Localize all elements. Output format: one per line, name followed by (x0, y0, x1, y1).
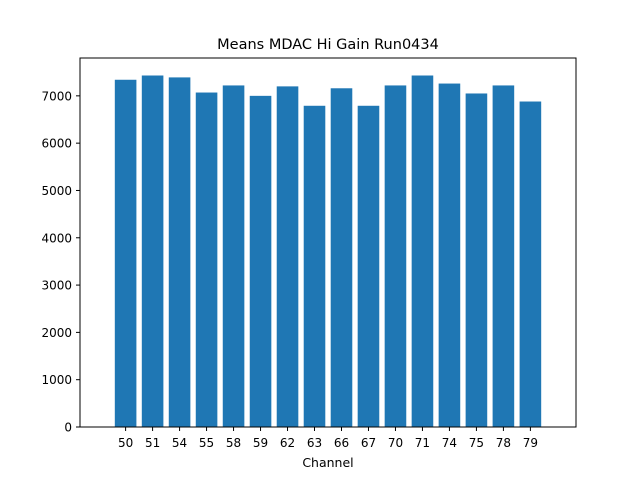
y-axis-ticks: 0 1000 2000 3000 4000 5000 6000 7000 (41, 89, 80, 435)
x-tick-label: 50 (118, 436, 133, 450)
bar-channel-55 (195, 92, 218, 427)
x-tick-label: 71 (415, 436, 430, 450)
bar-channel-67 (357, 105, 380, 427)
x-axis-label: Channel (302, 455, 353, 470)
y-tick-label: 2000 (41, 326, 72, 340)
bar-channel-70 (384, 85, 407, 427)
x-tick-label: 62 (280, 436, 295, 450)
x-tick-label: 55 (199, 436, 214, 450)
bar-channel-66 (330, 88, 353, 427)
bar-channel-78 (492, 85, 515, 427)
x-tick-label: 54 (172, 436, 187, 450)
bars-group (114, 75, 542, 428)
x-tick-label: 79 (523, 436, 538, 450)
x-tick-label: 75 (469, 436, 484, 450)
y-tick-label: 7000 (41, 89, 72, 103)
y-tick-label: 1000 (41, 373, 72, 387)
bar-channel-50 (114, 79, 137, 427)
bar-channel-63 (303, 105, 326, 427)
y-tick-label: 6000 (41, 137, 72, 151)
y-tick-label: 4000 (41, 231, 72, 245)
x-tick-label: 63 (307, 436, 322, 450)
x-tick-label: 58 (226, 436, 241, 450)
plot-frame (79, 57, 577, 428)
bar-channel-74 (438, 83, 461, 428)
y-tick-label: 3000 (41, 279, 72, 293)
chart-title: Means MDAC Hi Gain Run0434 (217, 37, 439, 53)
y-tick-label: 5000 (41, 184, 72, 198)
bar-channel-58 (222, 85, 245, 427)
bar-channel-59 (249, 95, 272, 427)
y-tick-label: 0 (64, 421, 72, 435)
bar-channel-54 (168, 77, 191, 428)
x-tick-label: 70 (388, 436, 403, 450)
bar-channel-75 (465, 93, 488, 427)
x-tick-label: 66 (334, 436, 349, 450)
bar-channel-79 (519, 101, 542, 428)
x-tick-label: 59 (253, 436, 268, 450)
x-tick-label: 67 (361, 436, 376, 450)
x-axis-ticks: 50 51 54 55 58 59 62 63 66 67 70 71 74 75 78 79 (118, 427, 538, 450)
bar-channel-71 (411, 75, 434, 427)
x-tick-label: 51 (145, 436, 160, 450)
x-tick-label: 74 (442, 436, 457, 450)
bar-channel-51 (141, 75, 164, 427)
bar-channel-62 (276, 86, 299, 427)
x-tick-label: 78 (496, 436, 511, 450)
